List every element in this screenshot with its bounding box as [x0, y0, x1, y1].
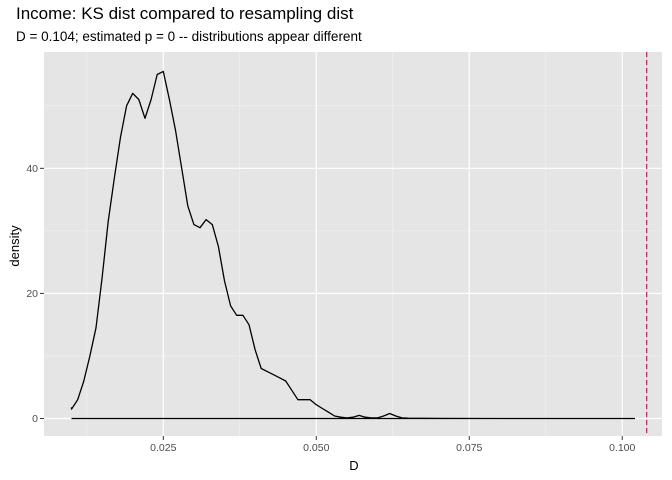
- chart-marks: [70, 52, 648, 436]
- x-axis-title: D: [349, 458, 358, 473]
- y-tick-label: 40: [26, 163, 38, 175]
- y-axis-ticks: 0 20 40: [26, 163, 44, 425]
- chart-title: Income: KS dist compared to resampling d…: [16, 4, 354, 23]
- x-axis-ticks: 0.025 0.050 0.075 0.100: [150, 436, 636, 454]
- minor-gridlines: [44, 52, 662, 436]
- plot-panel: [44, 52, 662, 436]
- x-tick-label: 0.100: [609, 442, 635, 454]
- y-tick-label: 0: [32, 413, 38, 425]
- x-tick-label: 0.025: [150, 442, 176, 454]
- x-tick-label: 0.050: [303, 442, 329, 454]
- x-tick-label: 0.075: [456, 442, 482, 454]
- y-tick-label: 20: [26, 288, 38, 300]
- density-curve: [70, 70, 636, 420]
- chart-subtitle: D = 0.104; estimated p = 0 -- distributi…: [16, 29, 362, 44]
- y-axis-title: density: [7, 225, 22, 267]
